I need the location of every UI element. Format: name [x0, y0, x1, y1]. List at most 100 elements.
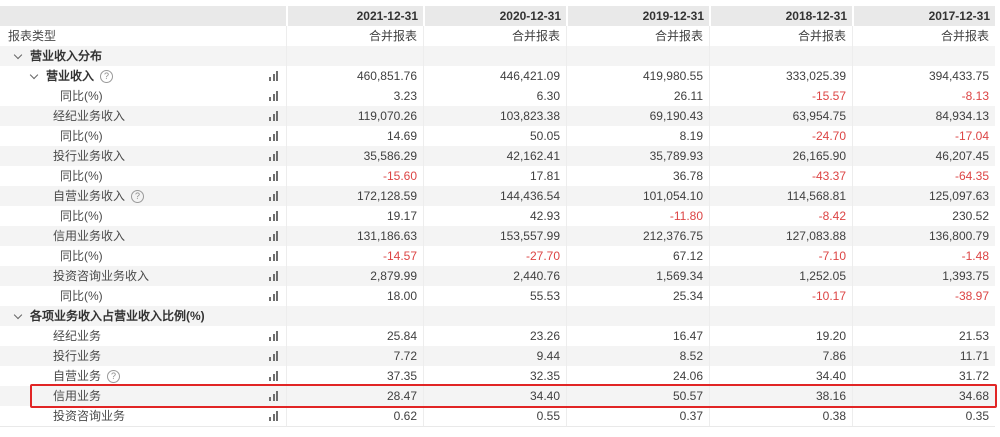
value-cell: 8.52	[566, 346, 709, 366]
value-cell: -15.57	[709, 86, 852, 106]
table-row[interactable]: 信用业务 28.47 34.40 50.57 38.16 34.68	[0, 386, 995, 406]
value-cell: 2,440.76	[423, 266, 566, 286]
financial-data-table: 2021-12-31 2020-12-31 2019-12-31 2018-12-31…	[0, 6, 997, 427]
value-cell: 42.93	[423, 206, 566, 226]
value-cell	[709, 306, 852, 326]
table-row[interactable]: 营业收入分布	[0, 46, 995, 66]
bar-chart-icon[interactable]	[269, 211, 278, 221]
bar-chart-icon[interactable]	[269, 251, 278, 261]
chevron-down-icon[interactable]	[29, 70, 39, 79]
table-row[interactable]: 同比(%) 18.00 55.53 25.34 -10.17 -38.97	[0, 286, 995, 306]
table-row[interactable]: 自营业务? 37.35 32.35 24.06 34.40 31.72	[0, 366, 995, 386]
row-label-cell: 同比(%)	[0, 166, 286, 186]
row-label-cell: 自营业务?	[0, 366, 286, 386]
value-cell: 34.40	[423, 386, 566, 406]
bar-chart-icon[interactable]	[269, 71, 278, 81]
bar-chart-icon[interactable]	[269, 131, 278, 141]
column-header: 2019-12-31	[566, 6, 709, 26]
table-row[interactable]: 经纪业务收入 119,070.26 103,823.38 69,190.43 63,95…	[0, 106, 995, 126]
row-label-cell: 经纪业务	[0, 326, 286, 346]
table-row[interactable]: 投资咨询业务 0.62 0.55 0.37 0.38 0.35	[0, 406, 995, 426]
value-cell: 9.44	[423, 346, 566, 366]
row-label: 投资咨询业务	[53, 409, 126, 423]
question-circle-icon[interactable]: ?	[100, 69, 114, 83]
value-cell: 119,070.26	[286, 106, 423, 126]
value-cell	[286, 306, 423, 326]
row-label: 经纪业务	[53, 329, 102, 343]
table-row[interactable]: 同比(%) -14.57 -27.70 67.12 -7.10 -1.48	[0, 246, 995, 266]
value-cell: -24.70	[709, 126, 852, 146]
value-cell: 127,083.88	[709, 226, 852, 246]
value-cell: 35,789.93	[566, 146, 709, 166]
table-row[interactable]: 自营业务收入? 172,128.59 144,436.54 101,054.10 114…	[0, 186, 995, 206]
value-cell: 0.38	[709, 406, 852, 426]
table-row[interactable]: 同比(%) -15.60 17.81 36.78 -43.37 -64.35	[0, 166, 995, 186]
value-cell	[423, 306, 566, 326]
table-row[interactable]: 营业收入? 460,851.76 446,421.09 419,980.55 333,0…	[0, 66, 995, 86]
value-cell	[286, 46, 423, 66]
value-cell: 25.84	[286, 326, 423, 346]
bar-chart-icon[interactable]	[269, 231, 278, 241]
value-cell: -64.35	[852, 166, 995, 186]
value-cell	[852, 306, 995, 326]
table-row[interactable]: 各项业务收入占营业收入比例(%)	[0, 306, 995, 326]
bar-chart-icon[interactable]	[269, 291, 278, 301]
value-cell: 19.17	[286, 206, 423, 226]
row-label-cell: 经纪业务收入	[0, 106, 286, 126]
table-row[interactable]: 信用业务收入 131,186.63 153,557.99 212,376.75 127,…	[0, 226, 995, 246]
table-header-row: 2021-12-31 2020-12-31 2019-12-31 2018-12-31…	[0, 6, 995, 26]
column-header: 2021-12-31	[286, 6, 423, 26]
bar-chart-icon[interactable]	[269, 271, 278, 281]
row-label: 同比(%)	[60, 209, 103, 223]
value-cell: -17.04	[852, 126, 995, 146]
value-cell: 34.68	[852, 386, 995, 406]
value-cell: -38.97	[852, 286, 995, 306]
row-label-cell: 报表类型	[0, 26, 286, 46]
value-cell: 38.16	[709, 386, 852, 406]
row-label: 同比(%)	[60, 89, 103, 103]
chevron-down-icon[interactable]	[13, 50, 23, 59]
table-row[interactable]: 投行业务收入 35,586.29 42,162.41 35,789.93 26,165.…	[0, 146, 995, 166]
value-cell: 18.00	[286, 286, 423, 306]
table-row[interactable]: 同比(%) 3.23 6.30 26.11 -15.57 -8.13	[0, 86, 995, 106]
value-cell: 212,376.75	[566, 226, 709, 246]
value-cell: 0.55	[423, 406, 566, 426]
column-header: 2017-12-31	[852, 6, 995, 26]
bar-chart-icon[interactable]	[269, 171, 278, 181]
table-row[interactable]: 经纪业务 25.84 23.26 16.47 19.20 21.53	[0, 326, 995, 346]
bar-chart-icon[interactable]	[269, 411, 278, 421]
value-cell	[709, 46, 852, 66]
row-label: 报表类型	[8, 29, 57, 43]
value-cell: 2,879.99	[286, 266, 423, 286]
value-cell: 24.06	[566, 366, 709, 386]
bar-chart-icon[interactable]	[269, 331, 278, 341]
value-cell: 0.35	[852, 406, 995, 426]
value-cell: 合并报表	[852, 26, 995, 46]
bar-chart-icon[interactable]	[269, 391, 278, 401]
value-cell: 17.81	[423, 166, 566, 186]
value-cell: 394,433.75	[852, 66, 995, 86]
row-label-cell: 投行业务收入	[0, 146, 286, 166]
bar-chart-icon[interactable]	[269, 191, 278, 201]
value-cell: 131,186.63	[286, 226, 423, 246]
question-circle-icon[interactable]: ?	[131, 189, 145, 203]
bar-chart-icon[interactable]	[269, 91, 278, 101]
table-row[interactable]: 同比(%) 19.17 42.93 -11.80 -8.42 230.52	[0, 206, 995, 226]
bar-chart-icon[interactable]	[269, 111, 278, 121]
bar-chart-icon[interactable]	[269, 371, 278, 381]
value-cell: 46,207.45	[852, 146, 995, 166]
value-cell: 16.47	[566, 326, 709, 346]
bar-chart-icon[interactable]	[269, 351, 278, 361]
bar-chart-icon[interactable]	[269, 151, 278, 161]
table-row[interactable]: 投资咨询业务收入 2,879.99 2,440.76 1,569.34 1,252.05…	[0, 266, 995, 286]
value-cell: 28.47	[286, 386, 423, 406]
table-row[interactable]: 投行业务 7.72 9.44 8.52 7.86 11.71	[0, 346, 995, 366]
row-label: 同比(%)	[60, 169, 103, 183]
table-row[interactable]: 同比(%) 14.69 50.05 8.19 -24.70 -17.04	[0, 126, 995, 146]
question-circle-icon[interactable]: ?	[107, 369, 121, 383]
value-cell: 67.12	[566, 246, 709, 266]
chevron-down-icon[interactable]	[13, 310, 23, 319]
value-cell: 42,162.41	[423, 146, 566, 166]
value-cell: 合并报表	[286, 26, 423, 46]
value-cell: -8.42	[709, 206, 852, 226]
